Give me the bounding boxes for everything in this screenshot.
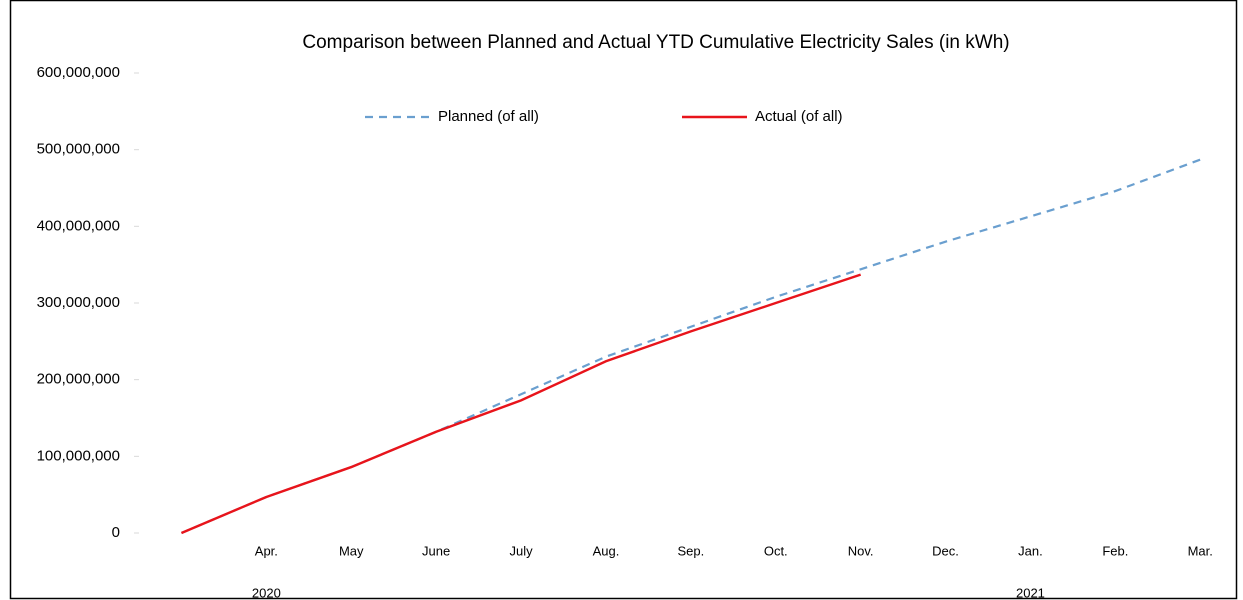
x-tick-label: July: [509, 543, 533, 558]
y-tick-label: 400,000,000: [37, 217, 120, 234]
x-tick-label: Jan.: [1018, 543, 1043, 558]
chart-title: Comparison between Planned and Actual YT…: [302, 32, 1009, 53]
x-tick-label: Sep.: [677, 543, 704, 558]
x-tick-label: Mar.: [1188, 543, 1213, 558]
chart-frame: [9, 0, 1238, 600]
x-tick-label: May: [339, 543, 364, 558]
y-tick-label: 500,000,000: [37, 141, 120, 158]
series-line: [180, 273, 862, 535]
x-tick-label: Feb.: [1102, 543, 1128, 558]
y-tick-label: 600,000,000: [37, 64, 120, 81]
x-tick-label: Aug.: [593, 543, 620, 558]
y-tick-label: 0: [112, 524, 120, 541]
legend-label: Planned (of all): [438, 108, 539, 125]
legend-label: Actual (of all): [755, 108, 843, 125]
year-label: 2020: [252, 585, 281, 600]
x-tick-label: June: [422, 543, 450, 558]
x-tick-label: Oct.: [764, 543, 788, 558]
x-tick-label: Dec.: [932, 543, 959, 558]
y-tick-label: 300,000,000: [37, 294, 120, 311]
x-tick-label: Nov.: [848, 543, 874, 558]
y-tick-label: 200,000,000: [37, 371, 120, 388]
year-label: 2021: [1016, 585, 1045, 600]
x-tick-label: Apr.: [255, 543, 278, 558]
y-tick-label: 100,000,000: [37, 447, 120, 464]
